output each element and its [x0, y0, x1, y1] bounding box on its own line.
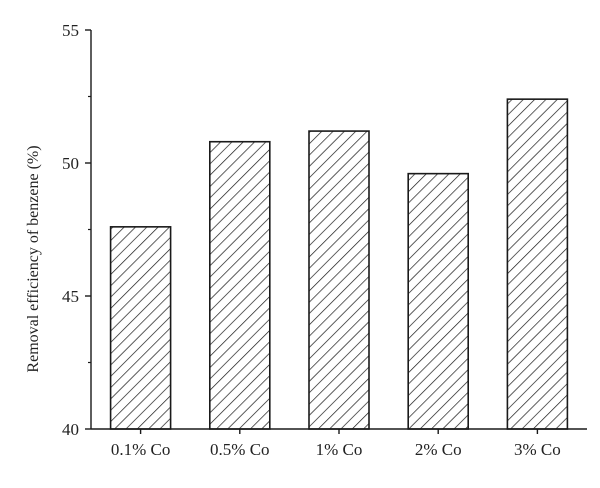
x-tick-label: 0.1% Co	[111, 440, 171, 459]
x-tick-label: 2% Co	[415, 440, 462, 459]
x-tick-label: 1% Co	[316, 440, 363, 459]
y-tick-label: 50	[62, 154, 79, 173]
y-tick-label: 40	[62, 420, 79, 439]
bar-2	[209, 140, 271, 430]
bar-3	[308, 130, 370, 430]
axes-layer	[85, 29, 587, 434]
bar-1	[109, 226, 172, 430]
bar-5	[506, 98, 569, 430]
y-tick-label: 45	[62, 287, 79, 306]
bar-4	[407, 172, 470, 430]
y-tick-label: 55	[62, 21, 79, 40]
labels-layer: Removal efficiency of benzene (%) 40 45 50…	[25, 21, 561, 459]
bars-layer	[109, 98, 569, 430]
x-tick-label: 0.5% Co	[210, 440, 270, 459]
x-tick-label: 3% Co	[514, 440, 561, 459]
y-axis-title: Removal efficiency of benzene (%)	[25, 145, 42, 372]
